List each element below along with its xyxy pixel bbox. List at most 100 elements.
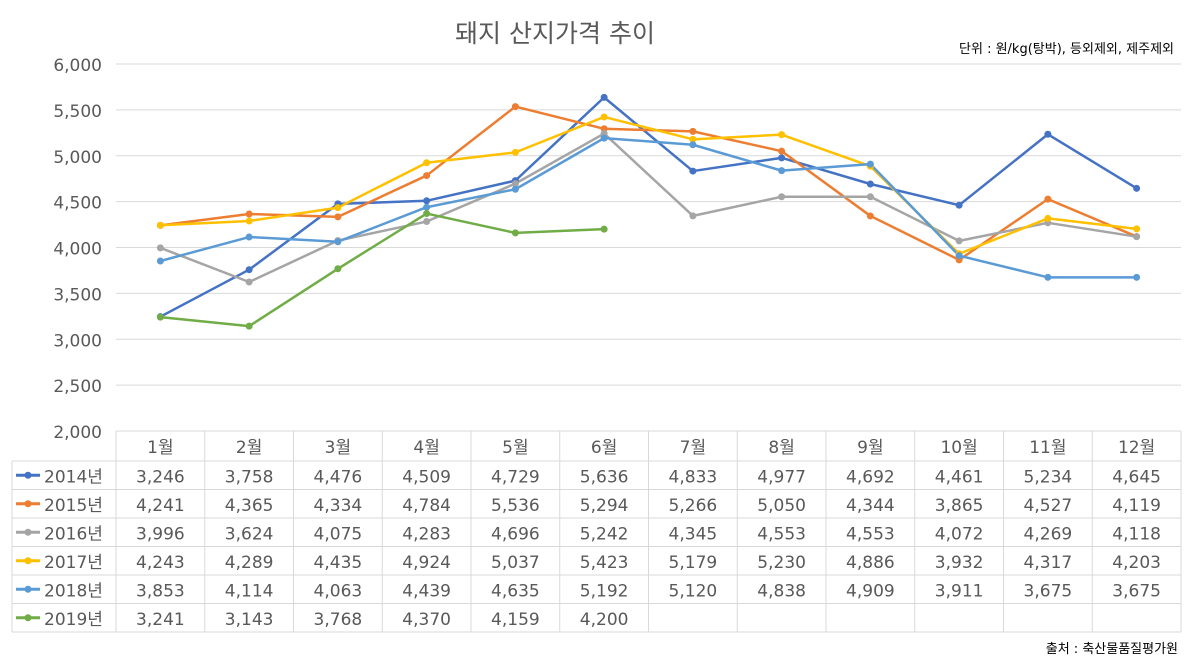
data-point-2018년 — [866, 160, 874, 168]
x-tick-label: 11월 — [1029, 438, 1066, 458]
series-line-2014년 — [159, 96, 1138, 318]
x-tick-label: 12월 — [1118, 438, 1155, 458]
data-point-2014년 — [778, 154, 786, 162]
x-tick-label: 7월 — [680, 438, 706, 458]
data-point-2019년 — [600, 225, 608, 233]
legend-label: 2017년 — [44, 553, 103, 573]
data-point-2016년 — [955, 237, 963, 245]
data-point-2017년 — [689, 135, 697, 143]
series-line-2017년 — [160, 115, 1137, 255]
legend-marker-2018년 — [24, 585, 32, 593]
data-point-2017년 — [1133, 225, 1141, 233]
data-point-2019년 — [423, 210, 431, 218]
unit-note: 단위 : 원/kg(탕박), 등외제외, 제주제외 — [959, 42, 1174, 57]
data-point-2014년 — [1133, 184, 1141, 192]
data-point-2018년 — [955, 252, 963, 260]
data-point-2016년 — [511, 180, 519, 188]
data-label: 3,624 — [225, 524, 274, 544]
data-point-2018년 — [423, 203, 431, 211]
data-label: 3,996 — [136, 524, 185, 544]
data-point-2015년 — [1044, 195, 1052, 203]
data-point-2016년 — [689, 212, 697, 220]
data-label: 4,269 — [1024, 524, 1073, 544]
x-tick-label: 2월 — [236, 438, 262, 458]
data-label: 4,243 — [136, 553, 185, 573]
y-tick-label: 3,500 — [53, 285, 102, 305]
data-point-2018년 — [1044, 273, 1052, 281]
data-label: 4,435 — [314, 553, 363, 573]
data-point-2018년 — [778, 167, 786, 175]
legend-label: 2018년 — [44, 581, 103, 601]
x-tick-label: 10월 — [940, 438, 977, 458]
data-label: 4,692 — [846, 467, 895, 487]
series-line-2018년 — [160, 136, 1137, 279]
data-point-2017년 — [778, 131, 786, 139]
data-label: 4,241 — [136, 496, 185, 516]
data-point-2017년 — [600, 113, 608, 121]
x-tick-label: 4월 — [413, 438, 439, 458]
data-label: 3,932 — [935, 553, 984, 573]
data-point-2016년 — [156, 244, 164, 252]
data-label: 4,696 — [491, 524, 540, 544]
data-label: 4,289 — [225, 553, 274, 573]
data-label: 4,344 — [846, 496, 895, 516]
series-line-2015년 — [160, 105, 1138, 262]
data-label: 5,536 — [491, 496, 540, 516]
data-label: 4,838 — [757, 581, 806, 601]
data-label: 5,120 — [669, 581, 718, 601]
series-line-2016년 — [159, 132, 1137, 284]
data-point-2019년 — [245, 322, 253, 330]
y-tick-label: 2,500 — [53, 377, 102, 397]
data-point-2018년 — [334, 238, 342, 246]
data-label: 5,636 — [580, 467, 629, 487]
chart-title: 돼지 산지가격 추이 — [455, 19, 655, 48]
data-point-2017년 — [245, 217, 253, 225]
data-point-2014년 — [600, 93, 608, 101]
data-label: 4,886 — [846, 553, 895, 573]
legend-label: 2015년 — [44, 496, 103, 516]
data-label: 4,635 — [491, 581, 540, 601]
data-label: 4,461 — [935, 467, 984, 487]
data-label: 5,192 — [580, 581, 629, 601]
data-point-2018년 — [1133, 273, 1141, 281]
data-point-2014년 — [689, 167, 697, 175]
data-label: 3,675 — [1024, 581, 1073, 601]
x-tick-label: 8월 — [768, 438, 794, 458]
data-label: 4,063 — [314, 581, 363, 601]
data-label: 3,758 — [225, 467, 274, 487]
data-label: 5,423 — [580, 553, 629, 573]
data-point-2015년 — [866, 212, 874, 220]
data-label: 4,203 — [1112, 553, 1161, 573]
data-label: 4,439 — [402, 581, 451, 601]
data-label: 5,242 — [580, 524, 629, 544]
data-label: 3,143 — [225, 610, 274, 630]
x-tick-label: 6월 — [591, 438, 617, 458]
data-label: 3,911 — [935, 581, 984, 601]
data-label: 3,675 — [1112, 581, 1161, 601]
data-point-2015년 — [334, 213, 342, 221]
data-point-2016년 — [245, 278, 253, 286]
data-label: 4,365 — [225, 496, 274, 516]
data-label: 3,865 — [935, 496, 984, 516]
data-label: 4,283 — [402, 524, 451, 544]
y-tick-label: 5,500 — [53, 102, 102, 122]
data-point-2014년 — [245, 266, 253, 274]
data-label: 3,246 — [136, 467, 185, 487]
x-tick-label: 1월 — [147, 438, 173, 458]
data-point-2017년 — [423, 159, 431, 167]
data-label: 4,345 — [669, 524, 718, 544]
legend-label: 2019년 — [44, 610, 103, 630]
data-label: 4,114 — [225, 581, 274, 601]
data-label: 4,118 — [1112, 524, 1161, 544]
series-line-2019년 — [160, 212, 605, 328]
y-tick-label: 4,000 — [53, 240, 102, 260]
data-label: 3,241 — [136, 610, 185, 630]
legend-marker-2017년 — [24, 557, 32, 565]
data-point-2015년 — [423, 172, 431, 180]
data-label: 4,909 — [846, 581, 895, 601]
data-point-2015년 — [689, 127, 697, 135]
data-label: 4,509 — [402, 467, 451, 487]
legend-marker-2014년 — [24, 471, 32, 479]
data-point-2018년 — [245, 233, 253, 241]
data-point-2015년 — [245, 210, 253, 218]
